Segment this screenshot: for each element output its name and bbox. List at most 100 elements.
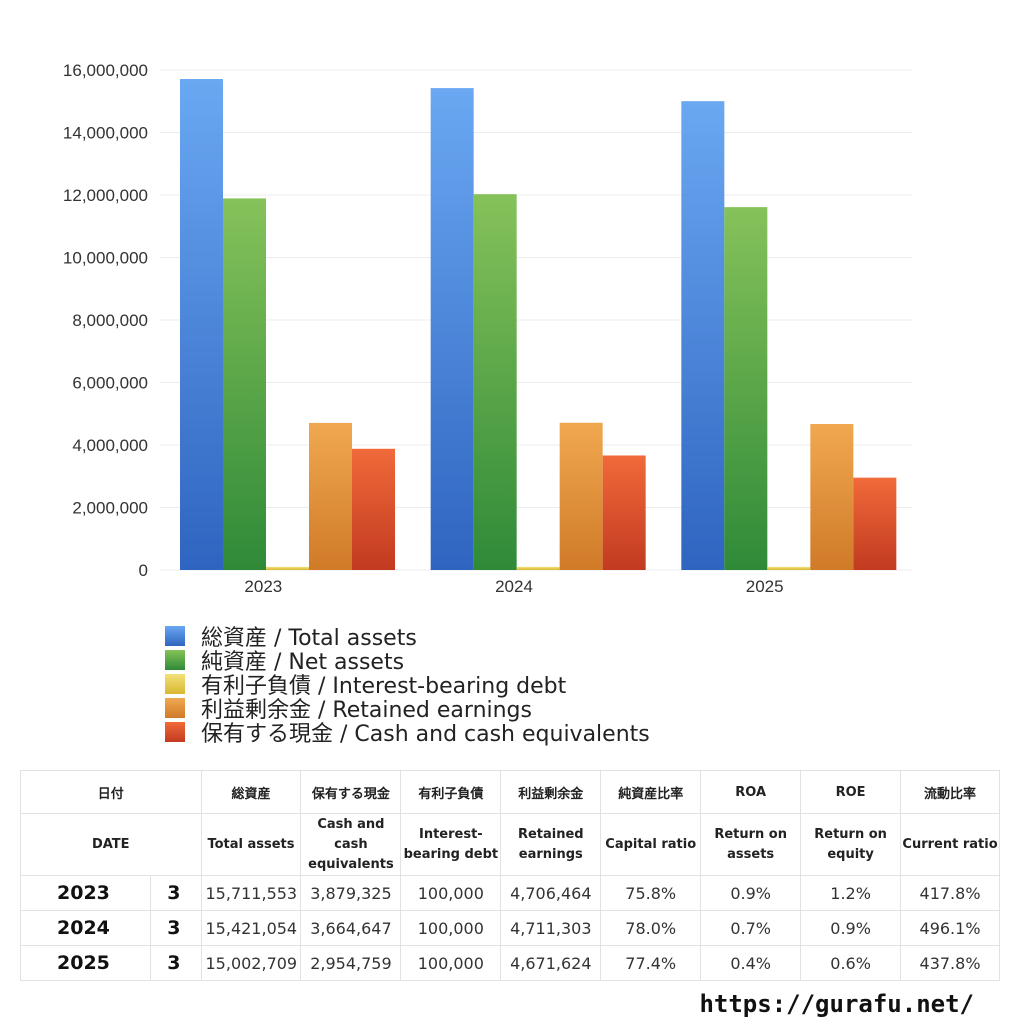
cell-capital-ratio: 77.4% [600,945,702,981]
table-row: 2024 3 15,421,054 3,664,647 100,000 4,71… [20,910,1000,946]
table-row: 2023 3 15,711,553 3,879,325 100,000 4,70… [20,875,1000,911]
legend-item: 有利子負債 / Interest-bearing debt [165,672,650,699]
y-tick-label: 2,000,000 [72,499,148,518]
header-retained-en: Retained earnings [500,813,602,876]
y-tick-label: 10,000,000 [63,249,148,268]
y-tick-label: 12,000,000 [63,186,148,205]
cell-capital-ratio: 75.8% [600,875,702,911]
bar [602,455,646,570]
cell-cash: 2,954,759 [300,945,402,981]
y-tick-label: 16,000,000 [63,61,148,80]
cell-roa: 0.9% [700,875,802,911]
y-tick-label: 0 [139,561,148,580]
bar [559,422,603,570]
legend-swatch [165,722,185,742]
chart-legend: 総資産 / Total assets 純資産 / Net assets 有利子負… [165,624,650,747]
header-current-ratio-jp: 流動比率 [900,770,1000,814]
legend-label: 純資産 / Net assets [201,650,405,675]
bar [473,194,517,570]
site-url[interactable]: https://gurafu.net/ [699,990,974,1018]
cell-cash: 3,879,325 [300,875,402,911]
legend-item: 純資産 / Net assets [165,648,650,675]
x-tick-label: 2024 [495,577,533,596]
header-total-assets-jp: 総資産 [200,770,302,814]
header-cash-jp: 保有する現金 [300,770,402,814]
cell-roe: 1.2% [800,875,902,911]
cell-total-assets: 15,002,709 [200,945,302,981]
row-year: 2025 [20,945,151,981]
bar [810,424,854,570]
bar [266,566,309,570]
cell-roe: 0.9% [800,910,902,946]
cell-current-ratio: 496.1% [900,910,1000,946]
cell-debt: 100,000 [400,945,502,981]
cell-current-ratio: 417.8% [900,875,1000,911]
cell-debt: 100,000 [400,910,502,946]
x-axis-ticks: 2023 2024 2025 [244,577,783,596]
header-capital-ratio-en: Capital ratio [600,813,702,876]
legend-item: 総資産 / Total assets [165,624,650,651]
x-tick-label: 2025 [746,577,784,596]
bars [180,79,897,570]
bar [516,566,560,570]
header-date-en: DATE [20,813,202,876]
cell-capital-ratio: 78.0% [600,910,702,946]
legend-swatch [165,698,185,718]
cell-total-assets: 15,711,553 [200,875,302,911]
header-roa-en: Return on assets [700,813,802,876]
bar [853,477,897,570]
x-tick-label: 2023 [244,577,282,596]
bar [223,198,266,570]
y-tick-label: 14,000,000 [63,124,148,143]
financial-metrics-table: 日付 総資産 保有する現金 有利子負債 利益剰余金 純資産比率 ROA ROE … [20,770,1000,981]
header-capital-ratio-jp: 純資産比率 [600,770,702,814]
legend-item: 利益剰余金 / Retained earnings [165,696,650,723]
header-current-ratio-en: Current ratio [900,813,1000,876]
cell-retained: 4,671,624 [500,945,602,981]
cell-cash: 3,664,647 [300,910,402,946]
bar [430,88,474,570]
row-quarter: 3 [149,875,202,911]
header-roe-jp: ROE [800,770,902,814]
bar [309,422,352,570]
cell-roa: 0.4% [700,945,802,981]
cell-retained: 4,711,303 [500,910,602,946]
cell-current-ratio: 437.8% [900,945,1000,981]
bar [724,207,768,570]
header-total-assets-en: Total assets [200,813,302,876]
legend-item: 保有する現金 / Cash and cash equivalents [165,720,650,747]
row-year: 2023 [20,875,151,911]
legend-label: 総資産 / Total assets [201,626,417,651]
table-header-row-en: DATE Total assets Cash and cash equivale… [20,813,1000,876]
header-cash-en: Cash and cash equivalents [300,813,402,876]
y-axis-ticks: 0 2,000,000 4,000,000 6,000,000 8,000,000 10,… [63,61,148,580]
header-roa-jp: ROA [700,770,802,814]
y-tick-label: 8,000,000 [72,311,148,330]
table-header-row-jp: 日付 総資産 保有する現金 有利子負債 利益剰余金 純資産比率 ROA ROE … [20,770,1000,814]
legend-swatch [165,626,185,646]
cell-roe: 0.6% [800,945,902,981]
bar [681,101,725,570]
bar [352,448,395,570]
table-row: 2025 3 15,002,709 2,954,759 100,000 4,67… [20,945,1000,981]
legend-swatch [165,650,185,670]
y-tick-label: 6,000,000 [72,374,148,393]
y-tick-label: 4,000,000 [72,436,148,455]
legend-label: 有利子負債 / Interest-bearing debt [201,674,567,699]
header-retained-jp: 利益剰余金 [500,770,602,814]
row-year: 2024 [20,910,151,946]
legend-swatch [165,674,185,694]
header-roe-en: Return on equity [800,813,902,876]
header-debt-en: Interest-bearing debt [400,813,502,876]
cell-roa: 0.7% [700,910,802,946]
row-quarter: 3 [149,910,202,946]
header-date-jp: 日付 [20,770,202,814]
row-quarter: 3 [149,945,202,981]
cell-retained: 4,706,464 [500,875,602,911]
grid-lines [160,69,912,571]
legend-label: 利益剰余金 / Retained earnings [201,698,532,723]
legend-label: 保有する現金 / Cash and cash equivalents [201,722,650,747]
bar [767,566,811,570]
cell-total-assets: 15,421,054 [200,910,302,946]
header-debt-jp: 有利子負債 [400,770,502,814]
